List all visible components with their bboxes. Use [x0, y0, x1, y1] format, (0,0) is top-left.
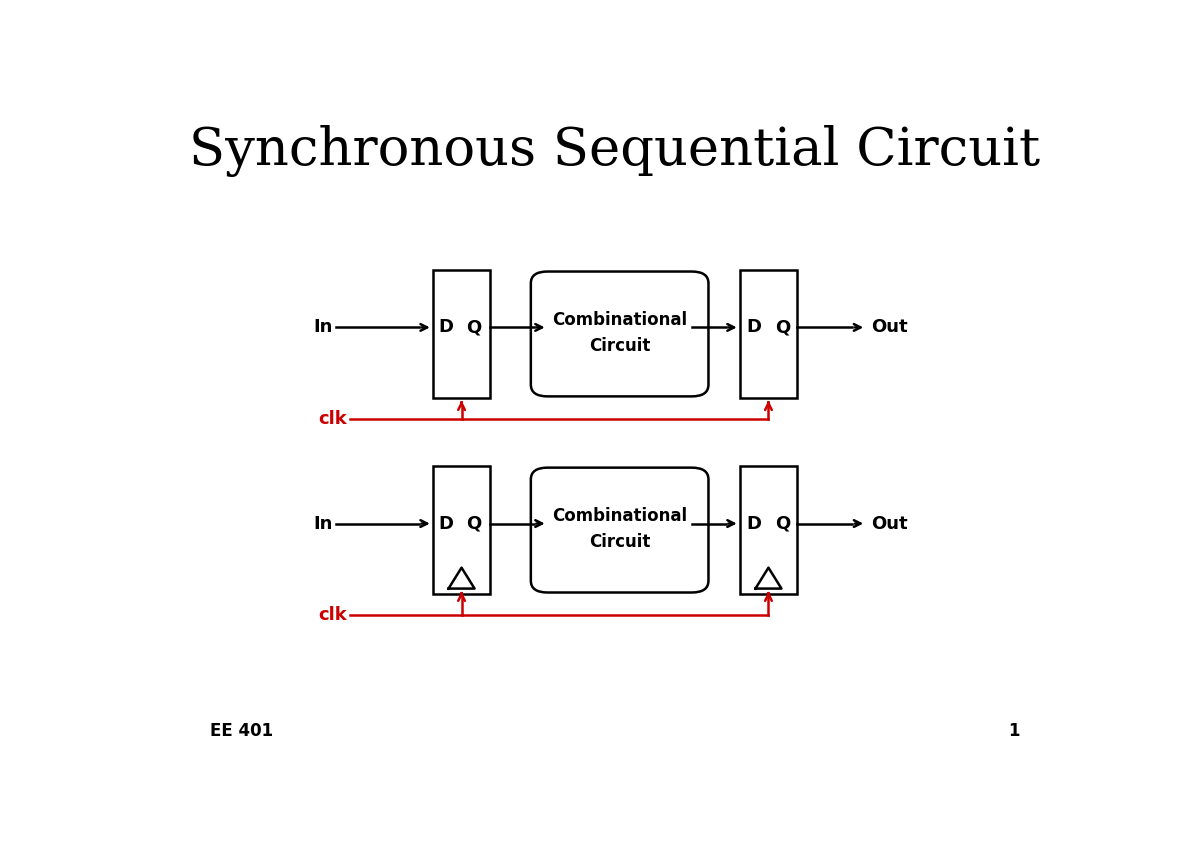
FancyBboxPatch shape — [433, 270, 491, 397]
Text: In: In — [314, 514, 334, 532]
FancyBboxPatch shape — [433, 466, 491, 593]
Text: Q: Q — [775, 318, 791, 336]
Text: Combinational: Combinational — [552, 311, 688, 329]
FancyBboxPatch shape — [739, 466, 797, 593]
Text: D: D — [438, 514, 452, 532]
Text: EE 401: EE 401 — [210, 722, 274, 739]
Text: D: D — [438, 318, 452, 336]
Text: D: D — [746, 514, 762, 532]
FancyBboxPatch shape — [530, 468, 708, 593]
Text: In: In — [314, 318, 334, 336]
Text: 1: 1 — [1008, 722, 1020, 739]
FancyBboxPatch shape — [530, 272, 708, 396]
Text: Circuit: Circuit — [589, 533, 650, 551]
FancyBboxPatch shape — [739, 270, 797, 397]
Text: clk: clk — [318, 606, 347, 624]
Text: Out: Out — [871, 318, 907, 336]
Text: Q: Q — [467, 514, 482, 532]
Text: Combinational: Combinational — [552, 507, 688, 525]
Text: Out: Out — [871, 514, 907, 532]
Text: clk: clk — [318, 410, 347, 428]
Text: D: D — [746, 318, 762, 336]
Text: Synchronous Sequential Circuit: Synchronous Sequential Circuit — [190, 125, 1040, 177]
Text: Circuit: Circuit — [589, 337, 650, 355]
Text: Q: Q — [775, 514, 791, 532]
Text: Q: Q — [467, 318, 482, 336]
